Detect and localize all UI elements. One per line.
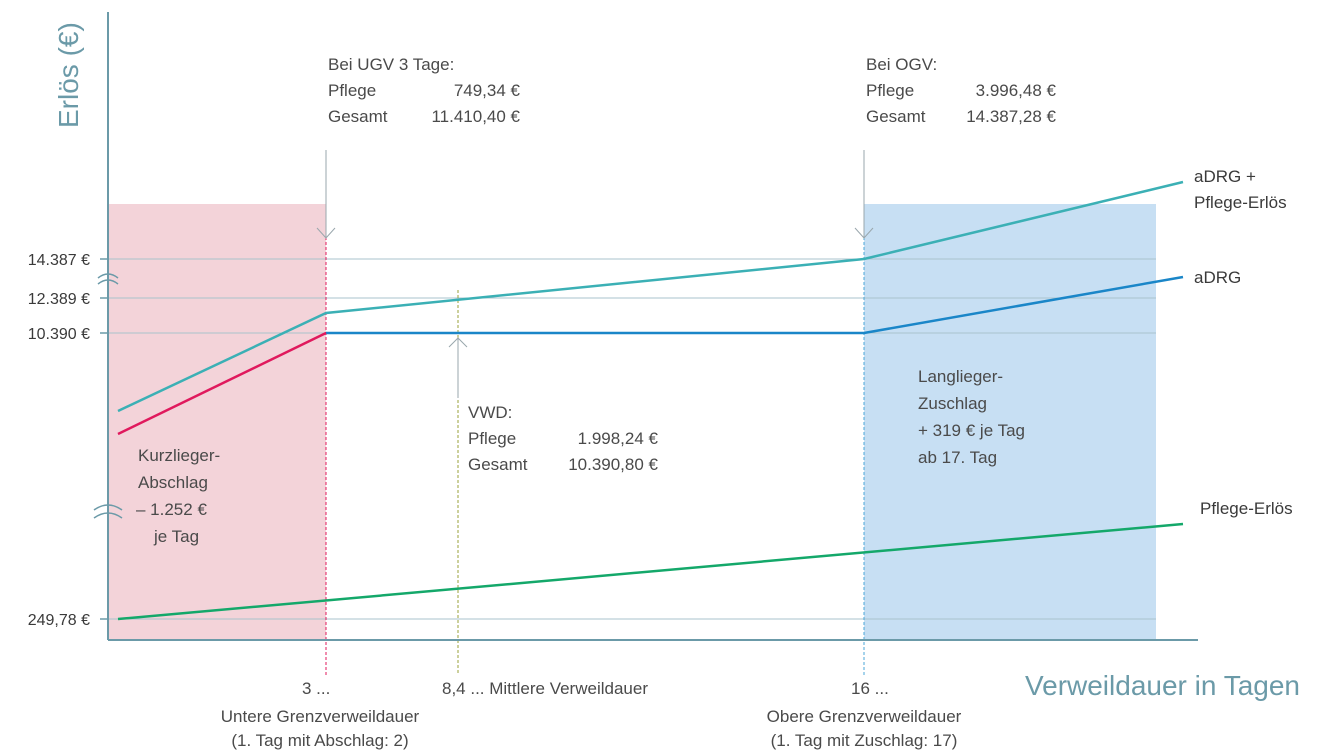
series-label-adrg-pflege-2: Pflege-Erlös (1194, 193, 1287, 212)
x-tick-mvd: 8,4 ... Mittlere Verweildauer (442, 679, 648, 698)
y-tick-label-2: 12.389 € (28, 291, 90, 308)
axis-break-lower (93, 504, 123, 519)
ogv-arrow (854, 150, 874, 239)
x-tick-ugv-sub2: (1. Tag mit Abschlag: 2) (231, 731, 408, 750)
langlieger-line-4: ab 17. Tag (918, 448, 997, 467)
ugv-gesamt-value: 11.410,40 € (431, 107, 520, 126)
annotation-kurzlieger: Kurzlieger- Abschlag – 1.252 € je Tag (136, 446, 220, 546)
ogv-title: Bei OGV: (866, 55, 937, 74)
annotation-ogv: Bei OGV: Pflege 3.996,48 € Gesamt 14.387… (866, 55, 1057, 126)
annotation-langlieger: Langlieger- Zuschlag + 319 € je Tag ab 1… (918, 367, 1025, 467)
x-tick-ugv: 3 ... (302, 679, 330, 698)
y-axis-title: Erlös (€) (53, 22, 84, 128)
series-kurzlieger-line (117, 331, 327, 436)
ugv-title: Bei UGV 3 Tage: (328, 55, 454, 74)
ogv-gesamt-label: Gesamt (866, 107, 926, 126)
kurzlieger-line-4: je Tag (153, 527, 199, 546)
x-tick-ogv: 16 ... (851, 679, 889, 698)
series-adrg-pflege-line (117, 180, 1184, 413)
annotation-ugv: Bei UGV 3 Tage: Pflege 749,34 € Gesamt 1… (328, 55, 521, 126)
series-label-pflege: Pflege-Erlös (1200, 499, 1293, 518)
kurzlieger-line-1: Kurzlieger- (138, 446, 220, 465)
y-tick-label-3: 10.390 € (28, 326, 90, 343)
x-tick-ogv-sub1: Obere Grenzverweildauer (767, 707, 962, 726)
ogv-pflege-value: 3.996,48 € (976, 81, 1057, 100)
ugv-pflege-value: 749,34 € (454, 81, 521, 100)
y-tick-label-4: 249,78 € (28, 612, 90, 629)
x-tick-ugv-sub1: Untere Grenzverweildauer (221, 707, 420, 726)
ugv-gesamt-label: Gesamt (328, 107, 388, 126)
kurzlieger-line-2: Abschlag (138, 473, 208, 492)
langlieger-line-1: Langlieger- (918, 367, 1003, 386)
ugv-arrow (316, 150, 336, 239)
axis-break-upper (97, 273, 119, 285)
ogv-pflege-label: Pflege (866, 81, 914, 100)
series-label-adrg: aDRG (1194, 268, 1241, 287)
ogv-gesamt-value: 14.387,28 € (966, 107, 1056, 126)
langlieger-zone (864, 204, 1156, 640)
vwd-pflege-value: 1.998,24 € (578, 429, 659, 448)
vwd-arrow (448, 337, 468, 398)
vwd-title: VWD: (468, 403, 512, 422)
annotation-vwd: VWD: Pflege 1.998,24 € Gesamt 10.390,80 … (468, 403, 659, 474)
series-pflege-line (117, 522, 1184, 621)
y-tick-label-1: 14.387 € (28, 252, 90, 269)
x-axis-title: Verweildauer in Tagen (1025, 670, 1300, 701)
vwd-pflege-label: Pflege (468, 429, 516, 448)
vwd-gesamt-label: Gesamt (468, 455, 528, 474)
ugv-pflege-label: Pflege (328, 81, 376, 100)
series-label-adrg-pflege-1: aDRG + (1194, 167, 1256, 186)
langlieger-line-3: + 319 € je Tag (918, 421, 1025, 440)
x-tick-ogv-sub2: (1. Tag mit Zuschlag: 17) (771, 731, 958, 750)
vwd-gesamt-value: 10.390,80 € (568, 455, 658, 474)
langlieger-line-2: Zuschlag (918, 394, 987, 413)
series-adrg-line (326, 275, 1184, 335)
kurzlieger-line-3: – 1.252 € (136, 500, 207, 519)
